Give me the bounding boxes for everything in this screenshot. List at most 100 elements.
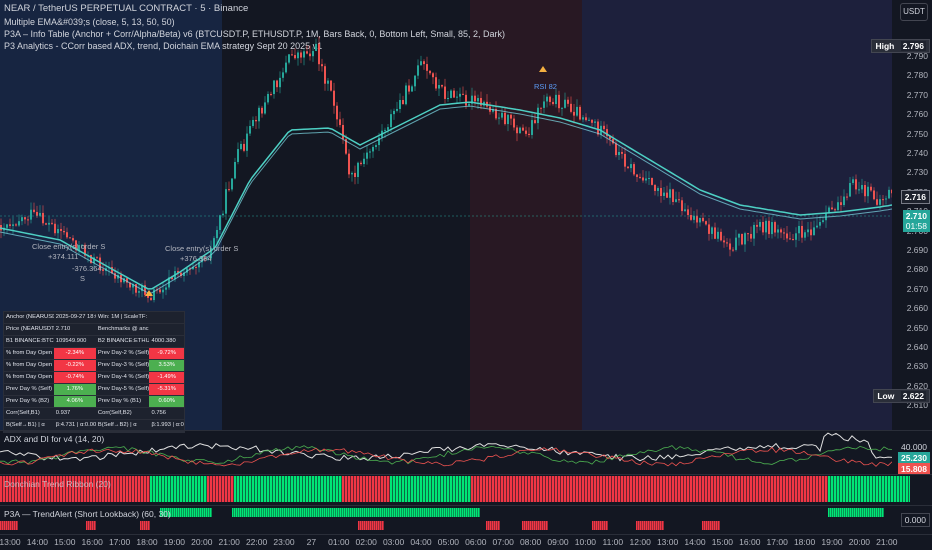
time-axis-label: 01:00 xyxy=(328,537,350,547)
info-table-cell: 0.60% xyxy=(149,396,184,407)
info-table-cell: % from Day Open (B1) xyxy=(6,362,54,368)
close-entry-label-2: Close entry(s) order S xyxy=(165,244,239,253)
time-axis-label: 06:00 xyxy=(465,537,487,547)
adx-value-1: 40.000 xyxy=(898,441,930,453)
main-chart[interactable] xyxy=(0,0,892,430)
info-table-cell: Price (NEARUSDT.P) xyxy=(6,326,54,332)
time-axis-label: 09:00 xyxy=(547,537,569,547)
indicator-analytics-title[interactable]: P3 Analytics - CCorr based ADX, trend, D… xyxy=(4,41,323,51)
info-table-row: B(Self→B1) | α β:4.731 | α:0.00%B(Self→B2… xyxy=(4,420,184,432)
price-axis-label: 2.750 xyxy=(906,128,928,139)
indicator-info-table-title[interactable]: P3A – Info Table (Anchor + Corr/Alpha/Be… xyxy=(4,29,505,39)
time-axis-label: 07:00 xyxy=(492,537,514,547)
info-table-cell: Prev Day % (Self) xyxy=(6,386,53,392)
info-table-cell: % from Day Open (Self) xyxy=(6,350,54,356)
info-table-cell xyxy=(149,312,184,323)
info-table-cell: -0.22% xyxy=(53,360,96,371)
time-axis-label: 14:00 xyxy=(26,537,49,547)
price-axis-label: 2.770 xyxy=(906,89,928,100)
info-table-cell: -9.72% xyxy=(149,348,184,359)
price-axis-label: 2.790 xyxy=(906,51,928,61)
time-axis-label: 23:00 xyxy=(273,537,295,547)
price-axis-label: 2.640 xyxy=(906,342,928,352)
time-axis-label: 15:00 xyxy=(711,537,734,547)
time-axis-label: 16:00 xyxy=(81,537,103,547)
price-axis-label: 2.680 xyxy=(906,264,928,275)
price-axis-label: 2.610 xyxy=(906,400,928,411)
price-axis-label: 2.740 xyxy=(906,148,928,158)
last-price-value: 2.710 xyxy=(905,211,927,221)
info-table-cell: β:4.731 | α:0.00% xyxy=(55,422,96,428)
high-tag: High 2.796 xyxy=(871,39,930,53)
info-table: Anchor (NEARUSDT.P)2025-09-27 18:00Win: … xyxy=(3,311,185,433)
adx-chart[interactable] xyxy=(0,431,892,473)
info-table-cell: β:1.993 | α:0.00% xyxy=(151,422,184,428)
info-table-cell: Corr(Self,B2) xyxy=(97,410,132,416)
time-axis-label: 21:00 xyxy=(218,537,240,547)
time-axis-label: 16:00 xyxy=(739,537,761,547)
price-axis-label: 2.620 xyxy=(906,380,928,391)
time-axis-label: 22:00 xyxy=(245,537,268,547)
info-table-row: Prev Day % (Self) 1.76% Prev Day-5 % (Self… xyxy=(4,384,184,396)
price-axis-label: 2.650 xyxy=(906,322,928,333)
price-axis-label: 2.660 xyxy=(906,303,928,314)
info-table-cell: Prev Day % (B2) xyxy=(6,398,50,404)
info-table-row: Price (NEARUSDT.P)2.710 Benchmarks @ anch… xyxy=(4,324,184,336)
info-table-cell: -2.34% xyxy=(53,348,96,359)
trend-pane-title[interactable]: P3A — TrendAlert (Short Lookback) (60, 3… xyxy=(4,509,171,519)
time-axis-label: 18:00 xyxy=(793,537,816,547)
info-table-row: B1 BINANCE:BTCUSDT.P109549.900 B2 BINANCE… xyxy=(4,336,184,348)
info-table-cell xyxy=(149,324,184,335)
time-axis-label: 13:00 xyxy=(656,537,679,547)
current-price-tag: 2.716 xyxy=(900,190,930,204)
time-axis-label: 17:00 xyxy=(766,537,788,547)
high-value: 2.796 xyxy=(900,41,926,51)
info-table-cell: 0.937 xyxy=(55,410,71,416)
adx-pane-title[interactable]: ADX and DI for v4 (14, 20) xyxy=(4,434,105,444)
info-table-cell: 109549.900 xyxy=(55,338,87,344)
info-table-cell: Prev Day-2 % (Self) xyxy=(97,350,150,356)
close-entry-label-1: Close entry(s) order S xyxy=(32,242,106,251)
trend-value: 0.000 xyxy=(900,513,930,527)
adx-line xyxy=(0,432,892,462)
trend-alert-chart[interactable] xyxy=(0,506,892,534)
info-table-row: % from Day Open (B2)-0.74%Prev Day-4 % (… xyxy=(4,372,184,384)
info-table-cell: -1.49% xyxy=(149,372,184,383)
info-table-cell: B(Self→B1) | α xyxy=(6,422,45,428)
time-axis-label: 19:00 xyxy=(163,537,186,547)
price-axis-label: 2.670 xyxy=(906,283,928,294)
info-table-row: Anchor (NEARUSDT.P)2025-09-27 18:00Win: … xyxy=(4,312,184,324)
indicator-ema-title[interactable]: Multiple EMA&#039;s (close, 5, 13, 50, 5… xyxy=(4,17,175,27)
last-price-tag: 2.710 01:58 xyxy=(902,210,930,232)
price-axis-label: 2.730 xyxy=(906,167,928,178)
close-entry-value-3: -376.364 xyxy=(72,264,102,273)
time-axis-label: 20:00 xyxy=(191,537,213,547)
donchian-pane-title[interactable]: Donchian Trend Ribbon (20) xyxy=(4,479,111,489)
adx-value-2: 25.230 xyxy=(898,452,930,464)
info-table-row: % from Day Open (B1)-0.22%Prev Day-3 % (… xyxy=(4,360,184,372)
currency-button[interactable]: USDT xyxy=(900,3,928,21)
time-axis-label: 11:00 xyxy=(602,537,624,547)
info-table-cell: B2 BINANCE:ETHUSDT.P xyxy=(97,338,150,344)
rsi-label: RSI 82 xyxy=(534,82,557,91)
time-axis-label: 13:00 xyxy=(0,537,21,547)
info-table-cell: Prev Day-5 % (Self) xyxy=(97,386,150,392)
donchian-ribbon[interactable] xyxy=(0,476,910,504)
close-entry-value-2: +376.364 xyxy=(180,254,212,263)
info-table-cell: 3.53% xyxy=(149,360,184,371)
symbol-title[interactable]: NEAR / TetherUS PERPETUAL CONTRACT · 5 ·… xyxy=(4,3,249,14)
info-table-cell: 1.76% xyxy=(53,384,96,395)
time-axis-label: 08:00 xyxy=(519,537,542,547)
ema-line-secondary xyxy=(0,105,892,294)
info-table-cell: Win: 1M | ScaleTF: D | TF: 5 xyxy=(97,314,150,320)
low-tag: Low 2.622 xyxy=(873,389,930,403)
di-minus-line xyxy=(0,446,892,467)
info-table-cell: B1 BINANCE:BTCUSDT.P xyxy=(6,338,54,344)
info-table-cell: Prev Day-3 % (Self) xyxy=(97,362,150,368)
info-table-cell: % from Day Open (B2) xyxy=(6,374,54,380)
rsi-triangle-icon xyxy=(539,66,547,72)
time-axis-label: 02:00 xyxy=(355,537,377,547)
price-axis-label: 2.630 xyxy=(906,361,928,372)
info-table-cell: 4.06% xyxy=(53,396,96,407)
time-axis-label: 10:00 xyxy=(574,537,597,547)
